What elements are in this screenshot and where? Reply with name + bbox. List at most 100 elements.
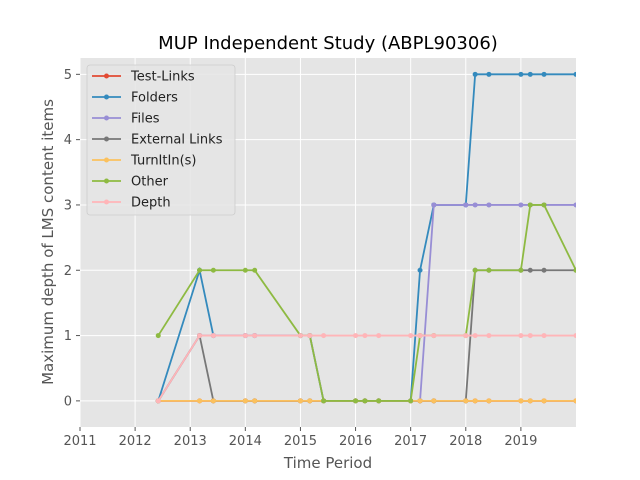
data-point-depth bbox=[155, 398, 161, 404]
data-point-turnitin-s bbox=[417, 398, 423, 404]
legend-marker bbox=[104, 199, 109, 205]
data-point-turnitin-s bbox=[518, 398, 524, 404]
data-point-other bbox=[518, 267, 524, 273]
y-tick-label: 4 bbox=[64, 133, 72, 148]
data-point-depth bbox=[210, 333, 216, 339]
data-point-turnitin-s bbox=[210, 398, 216, 404]
data-point-folders bbox=[417, 267, 423, 273]
data-point-other bbox=[486, 267, 492, 273]
data-point-turnitin-s bbox=[541, 398, 547, 404]
legend-label: External Links bbox=[131, 133, 223, 148]
data-point-depth bbox=[242, 333, 248, 339]
data-point-depth bbox=[362, 333, 368, 339]
data-point-other bbox=[573, 267, 576, 273]
legend-item-depth: Depth bbox=[92, 196, 171, 211]
data-point-files bbox=[472, 202, 478, 208]
legend-marker bbox=[104, 178, 109, 184]
data-point-turnitin-s bbox=[197, 398, 203, 404]
data-point-depth bbox=[527, 333, 533, 339]
data-point-depth bbox=[408, 333, 414, 339]
data-point-depth bbox=[431, 333, 437, 339]
data-point-other bbox=[155, 333, 161, 339]
data-point-folders bbox=[573, 71, 576, 77]
data-point-depth bbox=[252, 333, 258, 339]
data-point-folders bbox=[518, 71, 524, 77]
data-point-depth bbox=[297, 333, 303, 339]
data-point-turnitin-s bbox=[242, 398, 248, 404]
data-point-files bbox=[573, 202, 576, 208]
data-point-turnitin-s bbox=[252, 398, 258, 404]
y-tick-label: 5 bbox=[64, 68, 72, 83]
data-point-other bbox=[408, 398, 414, 404]
legend-label: TurnItIn(s) bbox=[130, 154, 196, 169]
data-point-depth bbox=[353, 333, 359, 339]
series-depth bbox=[155, 333, 576, 404]
legend-item-folders: Folders bbox=[92, 91, 178, 106]
data-point-other bbox=[197, 267, 203, 273]
data-point-folders bbox=[527, 71, 533, 77]
series-layer bbox=[155, 71, 576, 404]
data-point-turnitin-s bbox=[573, 398, 576, 404]
data-point-turnitin-s bbox=[463, 398, 469, 404]
y-tick-label: 0 bbox=[64, 394, 72, 409]
data-point-folders bbox=[541, 71, 547, 77]
data-point-depth bbox=[417, 333, 423, 339]
data-point-other bbox=[362, 398, 368, 404]
legend-item-external-links: External Links bbox=[92, 133, 223, 148]
data-point-other bbox=[541, 202, 547, 208]
data-point-depth bbox=[197, 333, 203, 339]
data-point-depth bbox=[463, 333, 469, 339]
data-point-depth bbox=[472, 333, 478, 339]
data-point-other bbox=[353, 398, 359, 404]
x-tick-label: 2013 bbox=[174, 434, 207, 449]
data-point-depth bbox=[518, 333, 524, 339]
x-tick-label: 2017 bbox=[394, 434, 427, 449]
legend-label: Other bbox=[131, 175, 169, 190]
legend-marker bbox=[104, 115, 109, 121]
data-point-folders bbox=[472, 71, 478, 77]
data-point-files bbox=[431, 202, 437, 208]
data-point-other bbox=[321, 398, 327, 404]
x-tick-label: 2018 bbox=[449, 434, 482, 449]
data-point-turnitin-s bbox=[486, 398, 492, 404]
data-point-depth bbox=[321, 333, 327, 339]
data-point-other bbox=[252, 267, 258, 273]
data-point-files bbox=[463, 202, 469, 208]
legend-item-other: Other bbox=[92, 175, 169, 190]
data-point-external-links bbox=[541, 267, 547, 273]
data-point-other bbox=[242, 267, 248, 273]
x-tick-label: 2012 bbox=[119, 434, 152, 449]
data-point-external-links bbox=[527, 267, 533, 273]
y-axis-label: Maximum depth of LMS content items bbox=[39, 99, 57, 385]
x-tick-label: 2011 bbox=[63, 434, 96, 449]
y-tick-label: 1 bbox=[64, 329, 72, 344]
y-tick-label: 2 bbox=[64, 264, 72, 279]
legend-item-files: Files bbox=[92, 112, 160, 127]
data-point-depth bbox=[486, 333, 492, 339]
legend-item-turnitin-s: TurnItIn(s) bbox=[92, 154, 196, 169]
data-point-turnitin-s bbox=[297, 398, 303, 404]
data-point-other bbox=[472, 267, 478, 273]
legend-box bbox=[86, 64, 236, 216]
legend: Test-Links Folders Files External Links Turn… bbox=[86, 64, 236, 216]
x-tick-label: 2015 bbox=[284, 434, 317, 449]
data-point-turnitin-s bbox=[307, 398, 313, 404]
y-tick-label: 3 bbox=[64, 198, 72, 213]
data-point-depth bbox=[573, 333, 576, 339]
x-tick-label: 2014 bbox=[229, 434, 262, 449]
data-point-depth bbox=[307, 333, 313, 339]
data-point-turnitin-s bbox=[472, 398, 478, 404]
x-axis-label: Time Period bbox=[283, 454, 372, 472]
data-point-folders bbox=[486, 71, 492, 77]
legend-item-test-links: Test-Links bbox=[92, 70, 195, 85]
data-point-other bbox=[527, 202, 533, 208]
chart-title: MUP Independent Study (ABPL90306) bbox=[158, 33, 498, 54]
data-point-files bbox=[518, 202, 524, 208]
legend-label: Test-Links bbox=[130, 70, 195, 85]
data-point-other bbox=[376, 398, 382, 404]
data-point-files bbox=[486, 202, 492, 208]
legend-marker bbox=[104, 73, 109, 79]
data-point-turnitin-s bbox=[527, 398, 533, 404]
y-axis: 0 1 2 3 4 5 bbox=[64, 68, 80, 409]
legend-label: Folders bbox=[131, 91, 178, 106]
